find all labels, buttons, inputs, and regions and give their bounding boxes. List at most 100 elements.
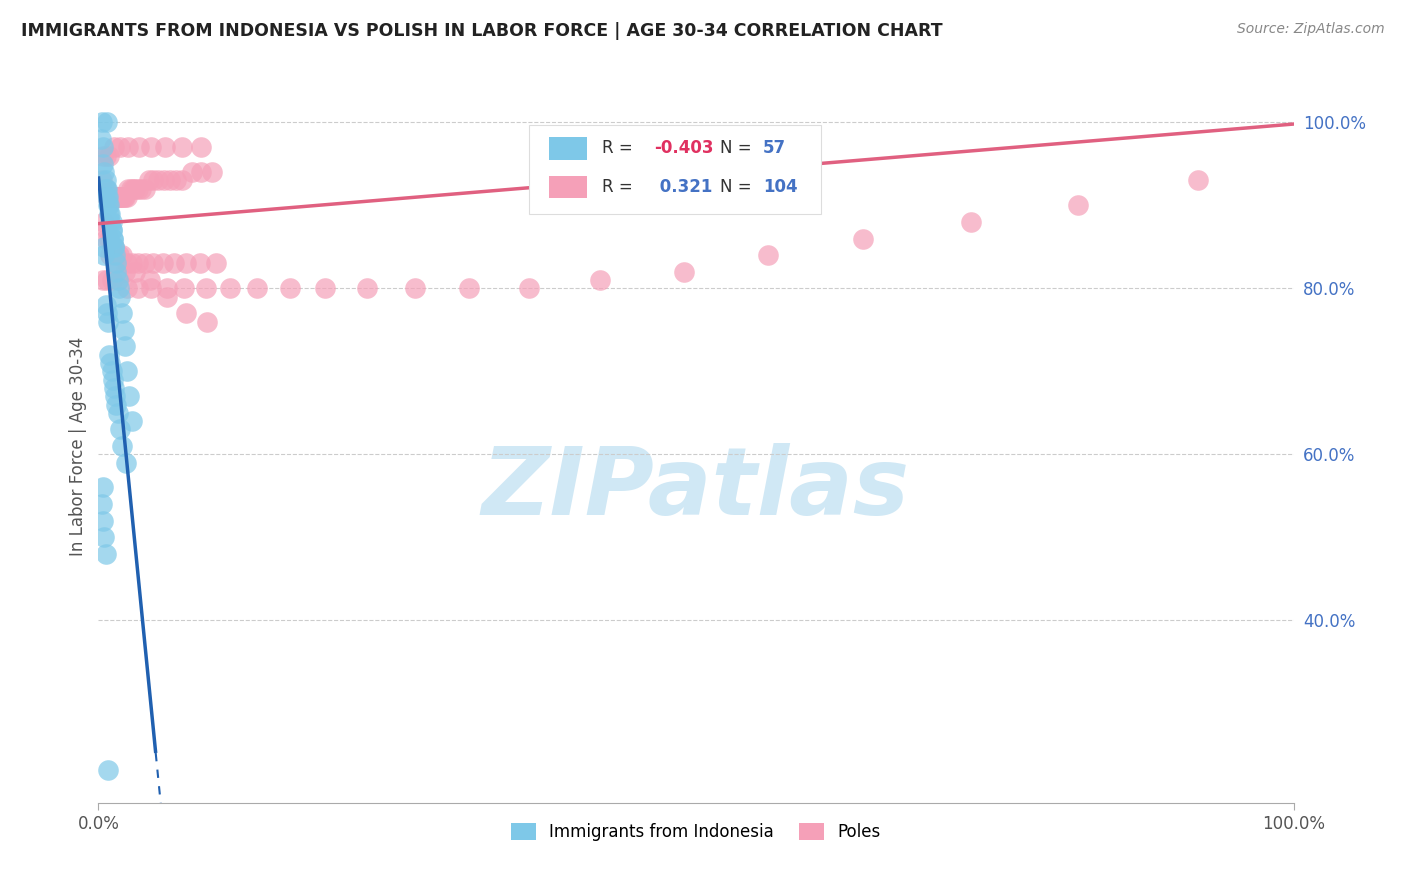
- Point: [96, 223, 118, 237]
- Point: [139, 273, 162, 287]
- Point: [98, 356, 122, 370]
- Point: [96, 306, 118, 320]
- Point: [103, 240, 125, 254]
- Point: [100, 215, 122, 229]
- Point: [278, 281, 301, 295]
- Point: [108, 140, 131, 154]
- Point: [91, 157, 114, 171]
- Point: [139, 281, 162, 295]
- Point: [94, 182, 117, 196]
- Point: [101, 231, 124, 245]
- Bar: [548, 137, 588, 160]
- Point: [90, 132, 112, 146]
- Point: [94, 148, 117, 162]
- Point: [96, 273, 118, 287]
- Text: ZIPatlas: ZIPatlas: [482, 442, 910, 535]
- Point: [93, 182, 115, 196]
- Point: [94, 547, 117, 561]
- Point: [122, 182, 145, 196]
- Point: [100, 223, 122, 237]
- Point: [107, 273, 129, 287]
- Legend: Immigrants from Indonesia, Poles: Immigrants from Indonesia, Poles: [505, 816, 887, 848]
- Point: [103, 140, 125, 154]
- Point: [107, 190, 129, 204]
- Point: [128, 140, 150, 154]
- Point: [103, 381, 125, 395]
- Point: [115, 456, 138, 470]
- Point: [148, 173, 170, 187]
- Point: [163, 256, 186, 270]
- Point: [112, 323, 135, 337]
- Text: N =: N =: [720, 139, 756, 157]
- Point: [104, 389, 127, 403]
- Point: [246, 281, 269, 295]
- Point: [517, 281, 540, 295]
- Point: [139, 140, 162, 154]
- Point: [195, 314, 218, 328]
- Point: [98, 190, 121, 204]
- Point: [91, 481, 114, 495]
- Point: [960, 215, 983, 229]
- Text: -0.403: -0.403: [654, 139, 714, 157]
- Point: [111, 439, 134, 453]
- Point: [107, 281, 129, 295]
- Point: [127, 182, 149, 196]
- Point: [852, 231, 875, 245]
- Point: [107, 406, 129, 420]
- Point: [112, 190, 135, 204]
- Point: [153, 173, 176, 187]
- Point: [97, 314, 120, 328]
- Point: [94, 298, 117, 312]
- Point: [104, 190, 127, 204]
- Point: [97, 198, 120, 212]
- Point: [114, 339, 136, 353]
- Point: [404, 281, 426, 295]
- Point: [94, 173, 117, 187]
- Y-axis label: In Labor Force | Age 30-34: In Labor Force | Age 30-34: [69, 336, 87, 556]
- Point: [108, 190, 131, 204]
- Point: [96, 190, 118, 204]
- Point: [101, 190, 124, 204]
- Point: [101, 231, 124, 245]
- Point: [98, 207, 121, 221]
- Point: [93, 240, 115, 254]
- Point: [104, 248, 127, 262]
- Point: [100, 273, 122, 287]
- Point: [97, 190, 120, 204]
- Point: [100, 364, 122, 378]
- Point: [98, 231, 121, 245]
- Point: [356, 281, 378, 295]
- Point: [124, 182, 146, 196]
- Point: [96, 190, 118, 204]
- Point: [107, 190, 129, 204]
- Point: [100, 190, 122, 204]
- Point: [131, 182, 153, 196]
- Point: [115, 190, 138, 204]
- Point: [111, 190, 134, 204]
- Point: [155, 140, 177, 154]
- Point: [91, 273, 114, 287]
- Point: [93, 530, 115, 544]
- Point: [111, 248, 134, 262]
- Point: [1067, 198, 1090, 212]
- Point: [127, 281, 149, 295]
- Point: [121, 414, 143, 428]
- Bar: [548, 176, 588, 198]
- Point: [114, 190, 136, 204]
- Point: [98, 215, 122, 229]
- Point: [98, 348, 121, 362]
- Point: [93, 165, 115, 179]
- Point: [121, 256, 143, 270]
- Point: [105, 190, 128, 204]
- Text: 57: 57: [763, 139, 786, 157]
- Point: [91, 173, 114, 187]
- Point: [94, 182, 117, 196]
- Point: [96, 115, 118, 129]
- Point: [155, 290, 177, 304]
- Point: [105, 248, 128, 262]
- Point: [117, 182, 139, 196]
- Point: [105, 265, 128, 279]
- Point: [100, 240, 122, 254]
- Point: [105, 256, 128, 270]
- Point: [107, 273, 129, 287]
